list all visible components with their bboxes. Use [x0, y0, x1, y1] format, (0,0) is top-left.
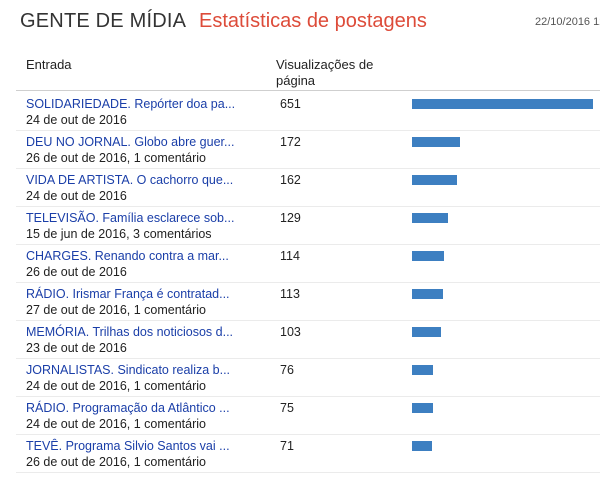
post-title-link[interactable]: JORNALISTAS. Sindicato realiza b...: [26, 363, 231, 377]
row-divider: [16, 282, 600, 283]
pageview-count: 129: [280, 211, 301, 225]
post-title-link[interactable]: VIDA DE ARTISTA. O cachorro que...: [26, 173, 234, 187]
post-title-link[interactable]: TEVÊ. Programa Silvio Santos vai ...: [26, 439, 230, 453]
post-date: 23 de out de 2016: [26, 341, 127, 355]
table-row: RÁDIO. Irismar França é contratad... 27 d…: [0, 283, 600, 321]
table-row: TELEVISÃO. Família esclarece sob... 15 de…: [0, 207, 600, 245]
pageview-count: 76: [280, 363, 294, 377]
table-row: JORNALISTAS. Sindicato realiza b... 24 de…: [0, 359, 600, 397]
post-title-link[interactable]: SOLIDARIEDADE. Repórter doa pa...: [26, 97, 236, 111]
table-row: MEMÓRIA. Trilhas dos noticiosos d... 23 d…: [0, 321, 600, 359]
pageview-bar: [412, 327, 441, 337]
pageview-bar: [412, 137, 460, 147]
post-date: 27 de out de 2016, 1 comentário: [26, 303, 206, 317]
pageview-count: 114: [280, 249, 300, 263]
pageview-count: 172: [280, 135, 301, 149]
table-row: CHARGES. Renando contra a mar... 26 de ou…: [0, 245, 600, 283]
post-date: 15 de jun de 2016, 3 comentários: [26, 227, 212, 241]
row-divider: [16, 472, 600, 473]
row-divider: [16, 320, 600, 321]
post-title-link[interactable]: TELEVISÃO. Família esclarece sob...: [26, 211, 235, 225]
table-row: RÁDIO. Programação da Atlântico ... 24 de…: [0, 397, 600, 435]
post-date: 24 de out de 2016, 1 comentário: [26, 417, 206, 431]
pageview-count: 71: [280, 439, 294, 453]
pageview-bar: [412, 99, 593, 109]
pageview-count: 113: [280, 287, 300, 301]
row-divider: [16, 130, 600, 131]
pageview-bar: [412, 403, 433, 413]
post-title-link[interactable]: MEMÓRIA. Trilhas dos noticiosos d...: [26, 325, 234, 339]
post-date: 24 de out de 2016: [26, 189, 127, 203]
table-row: SOLIDARIEDADE. Repórter doa pa... 24 de o…: [0, 93, 600, 131]
column-header-entry: Entrada: [26, 57, 72, 72]
pageview-bar: [412, 175, 457, 185]
post-date: 24 de out de 2016: [26, 113, 127, 127]
row-divider: [16, 168, 600, 169]
pageview-count: 162: [280, 173, 301, 187]
post-date: 26 de out de 2016, 1 comentário: [26, 151, 206, 165]
row-divider: [16, 244, 600, 245]
row-divider: [16, 396, 600, 397]
pageview-bar: [412, 441, 432, 451]
pageview-count: 75: [280, 401, 294, 415]
table-row: DEU NO JORNAL. Globo abre guer... 26 de o…: [0, 131, 600, 169]
post-title-link[interactable]: DEU NO JORNAL. Globo abre guer...: [26, 135, 235, 149]
date-label: 22/10/2016 12: [535, 16, 600, 28]
post-date: 26 de out de 2016, 1 comentário: [26, 455, 206, 469]
pageview-bar: [412, 251, 444, 261]
post-date: 24 de out de 2016, 1 comentário: [26, 379, 206, 393]
pageview-count: 651: [280, 97, 301, 111]
post-date: 26 de out de 2016: [26, 265, 127, 279]
pageview-bar: [412, 289, 443, 299]
table-row: VIDA DE ARTISTA. O cachorro que... 24 de …: [0, 169, 600, 207]
post-title-link[interactable]: RÁDIO. Irismar França é contratad...: [26, 287, 230, 301]
column-header-views: Visualizações de página: [276, 57, 374, 88]
pageview-bar: [412, 213, 448, 223]
page-title: Estatísticas de postagens: [199, 10, 427, 32]
blog-name[interactable]: GENTE DE MÍDIA: [20, 10, 187, 32]
title-separator: ·: [179, 10, 186, 32]
pageview-count: 103: [280, 325, 301, 339]
table-row: TEVÊ. Programa Silvio Santos vai ... 26 d…: [0, 435, 600, 473]
row-divider: [16, 434, 600, 435]
post-title-link[interactable]: RÁDIO. Programação da Atlântico ...: [26, 401, 230, 415]
header-divider: [16, 90, 600, 91]
row-divider: [16, 206, 600, 207]
row-divider: [16, 358, 600, 359]
post-title-link[interactable]: CHARGES. Renando contra a mar...: [26, 249, 229, 263]
pageview-bar: [412, 365, 433, 375]
stats-header: GENTE DE MÍDIA · Estatísticas de postage…: [0, 0, 600, 50]
